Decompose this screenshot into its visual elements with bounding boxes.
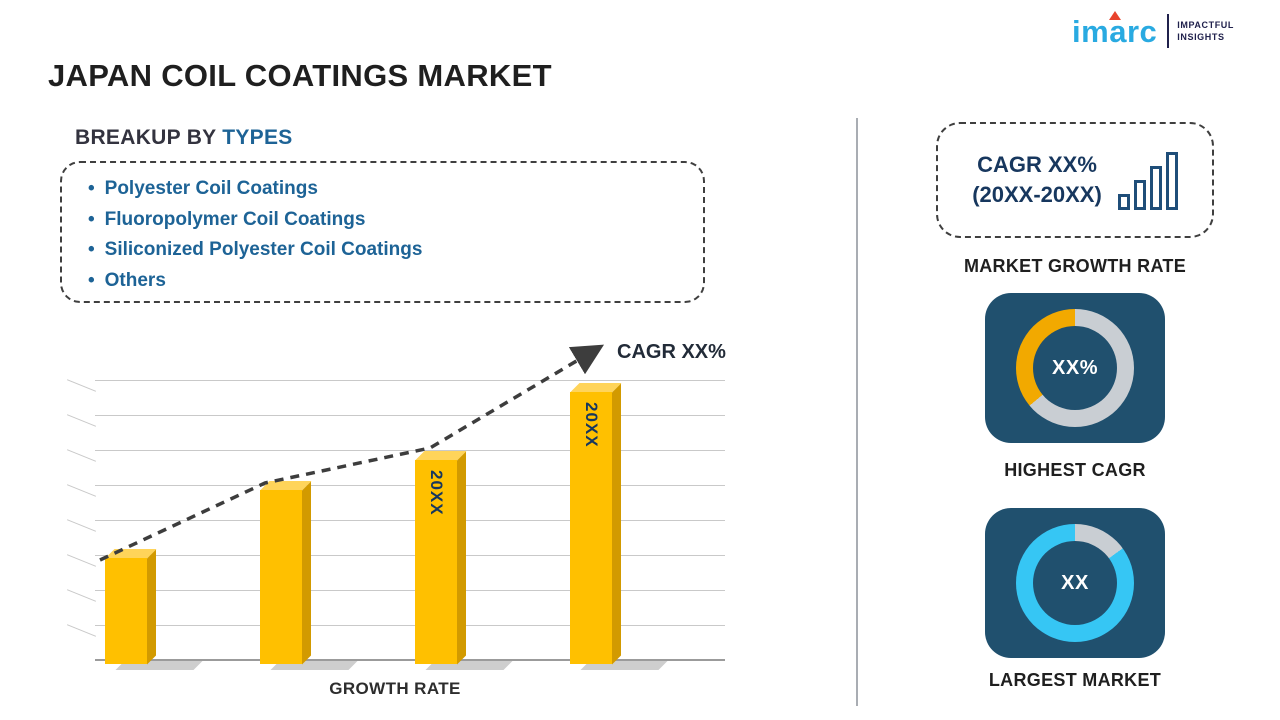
gridline (95, 520, 725, 521)
vertical-divider (856, 118, 858, 706)
market-growth-rate-label: MARKET GROWTH RATE (963, 256, 1187, 276)
highest-cagr-value: XX% (1052, 356, 1098, 379)
largest-market-label: LARGEST MARKET (988, 670, 1162, 690)
bar-side-face (147, 549, 156, 664)
bar-label: 20XX (582, 402, 601, 448)
highest-cagr-donut-icon: XX% (1016, 309, 1134, 427)
logo-separator (1167, 14, 1170, 48)
breakup-heading: BREAKUP BY TYPES (75, 126, 293, 150)
cagr-line1: CAGR XX% (977, 152, 1097, 178)
bar-side-face (457, 451, 466, 664)
chart-x-axis-label: GROWTH RATE (329, 679, 461, 698)
imarc-logo: imarc IMPACTFUL INSIGHTS (1072, 11, 1234, 49)
imarc-logo-text: imarc (1072, 13, 1158, 49)
logo-triangle-icon (1109, 11, 1122, 20)
bar-side-face (612, 383, 621, 664)
page-title: JAPAN COIL COATINGS MARKET (48, 58, 552, 93)
bar-period-2 (260, 481, 311, 664)
breakup-list-item: Polyester Coil Coatings (88, 174, 683, 205)
bar-label: 20XX (427, 470, 446, 516)
breakup-list-item: Others (88, 266, 683, 297)
growth-rate-bar-chart: 20XX 20XX (65, 380, 725, 670)
gridline (95, 625, 725, 626)
largest-market-value: XX (1061, 571, 1089, 594)
breakup-heading-accent: TYPES (222, 126, 293, 149)
chart-cagr-annotation: CAGR XX% (617, 341, 726, 363)
gridline (95, 485, 725, 486)
bar-period-1 (105, 549, 156, 664)
gridline (95, 590, 725, 591)
bar-period-3: 20XX (415, 451, 466, 664)
logo-tagline-line1: IMPACTFUL (1177, 19, 1234, 30)
breakup-list-item: Fluoropolymer Coil Coatings (88, 205, 683, 236)
donut-hole: XX% (1033, 326, 1117, 410)
bar-side-face (302, 481, 311, 664)
gridline (95, 450, 725, 451)
largest-market-tile: XX (985, 508, 1165, 658)
breakup-list: Polyester Coil Coatings Fluoropolymer Co… (88, 174, 683, 296)
largest-market-donut-icon: XX (1016, 524, 1134, 642)
x-axis-line (95, 659, 725, 661)
gridline (95, 415, 725, 416)
market-growth-rate-card: CAGR XX% (20XX-20XX) (936, 122, 1214, 238)
gridline (95, 555, 725, 556)
breakup-list-item: Siliconized Polyester Coil Coatings (88, 235, 683, 266)
highest-cagr-tile: XX% (985, 293, 1165, 443)
gridline (95, 380, 725, 381)
growth-bars-icon (1117, 150, 1178, 210)
breakup-list-box: Polyester Coil Coatings Fluoropolymer Co… (60, 161, 705, 303)
bar-period-4: 20XX (570, 383, 621, 664)
highest-cagr-label: HIGHEST CAGR (1004, 460, 1146, 480)
cagr-line2: (20XX-20XX) (972, 182, 1102, 207)
cagr-text: CAGR XX% (20XX-20XX) (972, 150, 1102, 209)
logo-tagline: IMPACTFUL INSIGHTS (1177, 19, 1234, 43)
donut-hole: XX (1033, 541, 1117, 625)
breakup-heading-prefix: BREAKUP BY (75, 126, 223, 149)
logo-tagline-line2: INSIGHTS (1177, 32, 1225, 42)
